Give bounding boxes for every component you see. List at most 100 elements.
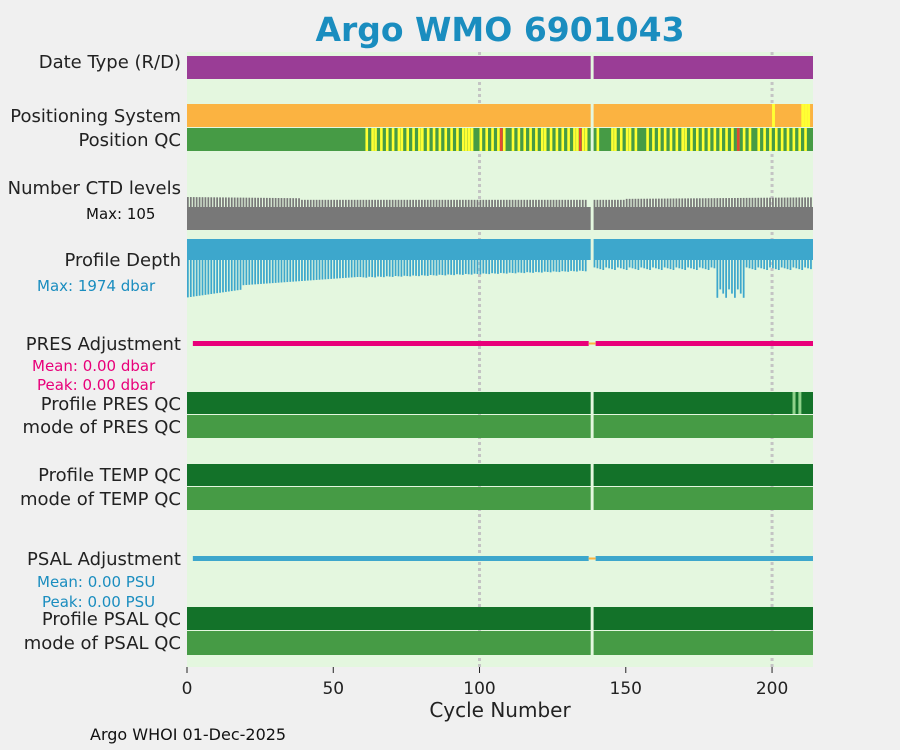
position-qc-yellow-133 [573,128,576,151]
depth-bar-42 [306,260,309,281]
ctd-bar-92 [453,199,455,207]
position-qc-yellow-185 [725,128,728,151]
depth-bar-28 [265,260,268,284]
depth-bar-46 [318,260,321,280]
ctd-bar-128 [558,199,561,207]
mode-pres-qc-band-segment-2 [593,415,813,438]
depth-bar-162 [657,260,660,270]
label-positioning-system: Positioning System [10,106,181,127]
positioning-mark-212 [804,104,808,127]
depth-bar-67 [380,260,382,277]
position-qc-red-108 [500,128,503,151]
depth-bar-195 [754,260,757,270]
depth-bar-45 [315,260,318,280]
ctd-bar-209 [795,197,798,207]
depth-bar-70 [388,260,391,277]
ctd-bar-178 [704,198,707,207]
ctd-bar-151 [625,198,628,207]
ctd-bar-65 [374,199,376,207]
depth-bar-23 [251,260,254,285]
depth-bar-181 [713,260,716,269]
depth-bar-101 [479,260,482,275]
depth-bar-48 [324,260,327,280]
depth-bar-158 [646,260,649,270]
ctd-bar-194 [751,197,754,207]
depth-bar-62 [365,260,368,278]
position-qc-yellow-97 [467,128,471,151]
position-qc-band-segment-1 [187,128,591,151]
position-qc-yellow-136 [581,128,585,151]
ctd-bar-31 [274,197,277,207]
ctd-bar-99 [473,199,476,207]
depth-bar-122 [540,260,543,273]
ctd-bar-162 [657,198,660,207]
depth-bar-59 [356,260,359,278]
position-qc-yellow-112 [511,128,515,151]
depth-bar-97 [467,260,470,275]
ctd-bar-8 [207,197,210,207]
ctd-bar-204 [780,197,783,207]
position-qc-yellow-168 [675,128,679,151]
ctd-bar-143 [602,199,605,207]
depth-bar-40 [301,260,303,281]
label-depth-max: Max: 1974 dbar [37,277,156,295]
position-qc-yellow-137 [584,128,588,151]
depth-bar-31 [274,260,277,283]
ctd-bar-169 [678,198,681,207]
depth-bar-187 [731,260,733,294]
position-qc-yellow-114 [517,128,521,151]
depth-bar-19 [239,260,242,290]
position-qc-yellow-81 [421,128,424,151]
depth-bar-83 [426,260,429,276]
label-profile-depth: Profile Depth [64,250,181,271]
ctd-bar-182 [716,198,719,207]
depth-bar-185 [725,260,727,298]
position-qc-yellow-160 [652,128,655,151]
ctd-bar-107 [497,199,499,207]
depth-bar-159 [649,260,651,270]
ctd-bar-51 [333,199,336,207]
depth-bar-92 [453,260,455,276]
position-qc-yellow-85 [432,128,436,151]
position-qc-yellow-200 [769,128,772,151]
depth-bar-58 [353,260,356,278]
ctd-bar-118 [529,199,532,207]
ctd-bar-94 [459,199,461,207]
depth-bar-113 [514,260,517,274]
ctd-bar-30 [271,197,274,207]
ctd-bar-205 [783,197,786,207]
ctd-bar-101 [479,199,482,207]
depth-bar-132 [570,260,572,271]
depth-bar-54 [342,260,344,279]
depth-bar-148 [617,260,619,268]
ctd-bar-153 [631,198,634,207]
depth-bar-104 [488,260,491,275]
ctd-bar-13 [222,197,224,207]
ctd-bar-77 [409,199,412,207]
depth-bar-194 [751,260,754,270]
depth-bar-200 [769,260,771,268]
depth-bar-5 [198,260,201,296]
position-qc-yellow-173 [690,128,693,151]
depth-bar-151 [625,260,628,270]
ctd-bar-48 [324,199,327,207]
label-mode-pres-qc: mode of PRES QC [22,417,181,438]
ctd-bar-186 [728,198,730,207]
ctd-bar-140 [593,199,596,207]
ctd-bar-116 [523,199,526,207]
ctd-bar-43 [309,199,312,207]
ctd-bar-170 [681,198,684,207]
position-qc-yellow-134 [576,128,579,151]
depth-bar-157 [643,260,646,269]
position-qc-yellow-91 [450,128,453,151]
ctd-bar-200 [769,197,771,207]
ctd-bar-189 [736,197,739,207]
position-qc-yellow-147 [614,128,617,151]
depth-bar-202 [774,260,777,270]
position-qc-red-135 [578,128,582,151]
position-qc-yellow-151 [625,128,629,151]
depth-bar-35 [286,260,289,283]
depth-bar-160 [652,260,654,268]
depth-bar-134 [576,260,578,272]
x-axis-label: Cycle Number [429,698,571,722]
